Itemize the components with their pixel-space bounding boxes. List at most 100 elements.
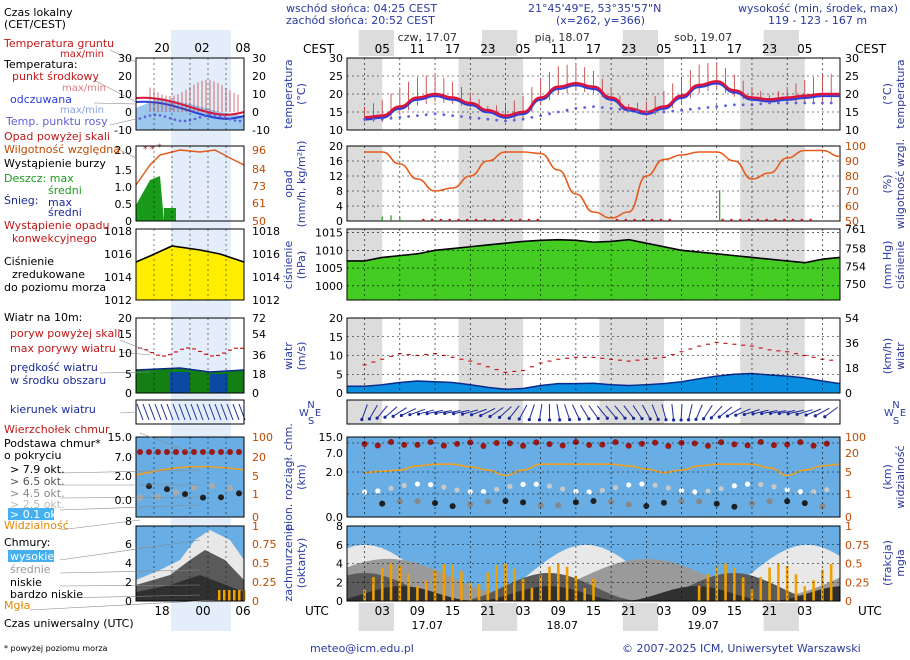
precip-chance-dot (510, 218, 513, 222)
legend-dir-arrow (184, 403, 192, 421)
wind-dir-arrow (661, 404, 667, 420)
compass-w: W (884, 408, 894, 419)
legend-wystapienie-opadu: Wystąpienie opadu (4, 219, 109, 232)
cloud-base-low-dot (484, 498, 491, 505)
cloud-base-dot (665, 485, 671, 491)
precip-panel-title: (mm/h, kg/m²h) (295, 141, 308, 228)
wind-dir-arrow (805, 408, 822, 416)
wind-dir-arrow (770, 410, 787, 414)
dew-point-dot (829, 101, 833, 105)
pressure-mmhg-tick: 761 (845, 223, 866, 236)
legend-okt-65: > 6.5 okt. (10, 475, 65, 488)
wind-dir-head (548, 418, 552, 422)
wind-dir-head (686, 418, 691, 422)
legend-leader-line (93, 79, 137, 103)
precip-chance-dot (439, 218, 443, 222)
precip-chance-dot (782, 218, 786, 222)
legend-dew-dot (183, 119, 187, 123)
humidity-axis-tick: 100 (845, 140, 866, 153)
cloud-top-dot (691, 440, 698, 447)
legend-snieg: Śnieg: (4, 194, 38, 207)
legend-burza: Wystąpienie burzy (4, 157, 106, 170)
cloud-base-dot (771, 484, 777, 490)
legend-cb-dot (209, 483, 215, 490)
legend-dew-dot (233, 119, 237, 122)
dew-point-dot (398, 116, 402, 119)
cloud-base-dot (639, 481, 645, 487)
dew-point-dot (732, 103, 736, 107)
cloud-base-low-dot (449, 503, 456, 510)
precip-chance-dot (633, 218, 636, 222)
legend-wind-fill-2 (170, 372, 190, 393)
legend-dir-arrow (220, 403, 228, 421)
pressure-panel-title-right: (mm Hg) (881, 241, 894, 290)
legend-press-tick: 1016 (104, 248, 132, 261)
legend-cb-dot (236, 490, 242, 497)
wind-dir-arrow (761, 409, 778, 415)
legend-top-hour: 02 (194, 41, 209, 55)
legend-press-tick: 1018 (104, 225, 132, 238)
legend-cb-dot (191, 484, 197, 491)
precip-axis-tick: 4 (336, 200, 343, 213)
tz-bottom-right: UTC (858, 604, 882, 618)
wind-dir-arrow (376, 405, 388, 419)
visibility-panel-title: widzialność (894, 445, 907, 508)
legend-temp-gruntu: Temperatura gruntu (3, 37, 114, 50)
legend-dew-dot (153, 113, 157, 117)
legend-hum-tick: 61 (252, 197, 266, 210)
legend-bottom-hour: 00 (195, 604, 210, 618)
legend-punkt-srodkowy: punkt środkowy (12, 70, 100, 83)
legend-cl-tick: 0 (125, 595, 132, 608)
legend-dir-arrow (208, 403, 216, 421)
fog-bar (829, 564, 833, 601)
legend-cb-top-dot (191, 449, 197, 455)
wind-dir-head (497, 415, 502, 420)
legend-vis-tick: 5 (252, 470, 259, 483)
legend-rain-area (136, 176, 164, 221)
precip-chance-dot (430, 218, 434, 222)
wind-dir-arrow (605, 405, 617, 419)
cloud-base-low-dot (678, 498, 685, 505)
legend-leader-line (119, 149, 137, 159)
fog-bar (592, 578, 595, 601)
legend-prec-tick: 1.5 (115, 164, 133, 177)
fog-bar (724, 563, 727, 601)
cloudbase-axis-tick: 7.0 (326, 447, 344, 460)
precip-chance-dot (536, 218, 540, 222)
legend-dew-dot (158, 114, 162, 117)
fog-bar (733, 567, 736, 601)
wind-dir-arrow (632, 405, 643, 419)
wind-dir-head (399, 413, 404, 418)
legend-dir-arrow (160, 403, 168, 421)
precip-chance-dot (501, 218, 504, 222)
legend-dew-dot (188, 119, 192, 122)
cloud-top-dot (440, 442, 447, 449)
wind-dir-head (734, 413, 738, 417)
precip-chance-dot (474, 218, 478, 222)
wind-dir-arrow (824, 406, 838, 418)
legend-fog-bar (218, 590, 221, 601)
cloud-top-dot (757, 439, 764, 446)
cloud-base-low-dot (379, 500, 386, 507)
tz-top-left: CEST (303, 42, 335, 56)
footer-email[interactable]: meteo@icm.edu.pl (310, 642, 414, 655)
dew-point-dot (768, 101, 771, 105)
legend-press-tick: 1012 (252, 294, 280, 307)
cloud-base-dot (731, 483, 737, 489)
grid-text: (x=262, y=366) (556, 14, 645, 27)
legend-sredni-d: średni (48, 184, 82, 197)
pressure-axis-tick: 1010 (315, 244, 343, 257)
dew-point-dot (776, 101, 780, 105)
legend-leader-line (139, 432, 191, 453)
compass-e: E (900, 408, 906, 419)
legend-dew-dot (228, 117, 232, 121)
legend-leader-line (59, 519, 141, 531)
legend-cl-tick: 8 (125, 515, 132, 528)
legend-cb-tick: 15.0 (108, 431, 133, 444)
legend-temp-tick: 30 (252, 52, 266, 65)
wind-dir-head (648, 417, 652, 421)
cloud-top-dot (520, 442, 527, 449)
legend-cb-top-dot (137, 449, 143, 455)
